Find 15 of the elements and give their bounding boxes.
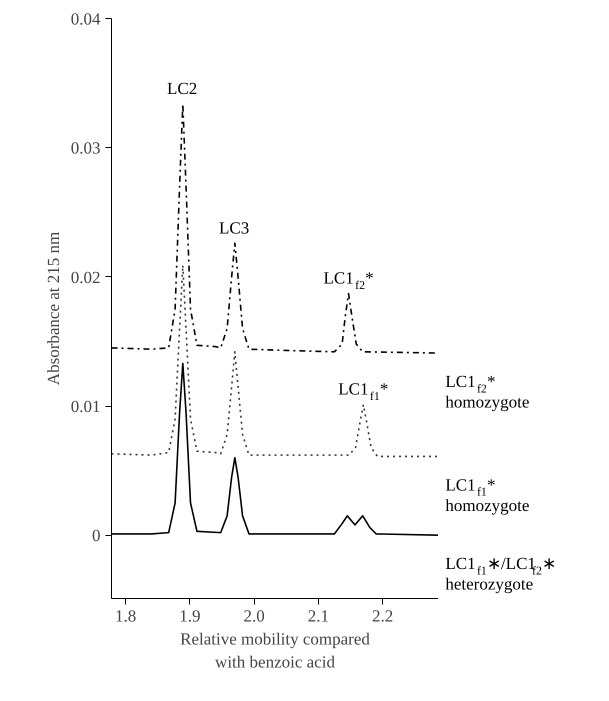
x-tick-label: 1.8 [115, 606, 136, 626]
annotation: LC3 [219, 218, 250, 238]
x-tick-label: 2.2 [372, 606, 394, 626]
x-tick-label: 2.0 [243, 606, 265, 626]
y-tick-label: 0.04 [70, 10, 101, 28]
annotation: LC2 [167, 78, 198, 98]
y-tick-label: 0.02 [70, 268, 100, 287]
x-tick-label: 2.1 [308, 606, 329, 626]
y-tick-label: 0.01 [70, 397, 100, 416]
y-tick-label: 0.03 [70, 138, 100, 158]
x-tick-label: 1.9 [179, 606, 200, 626]
line-series [112, 264, 438, 458]
x-axis-title: Relative mobility compared with benzoic acid [180, 630, 370, 672]
y-axis-title: Absorbance at 215 nm [44, 232, 63, 386]
y-tick-label: 0 [92, 526, 100, 546]
